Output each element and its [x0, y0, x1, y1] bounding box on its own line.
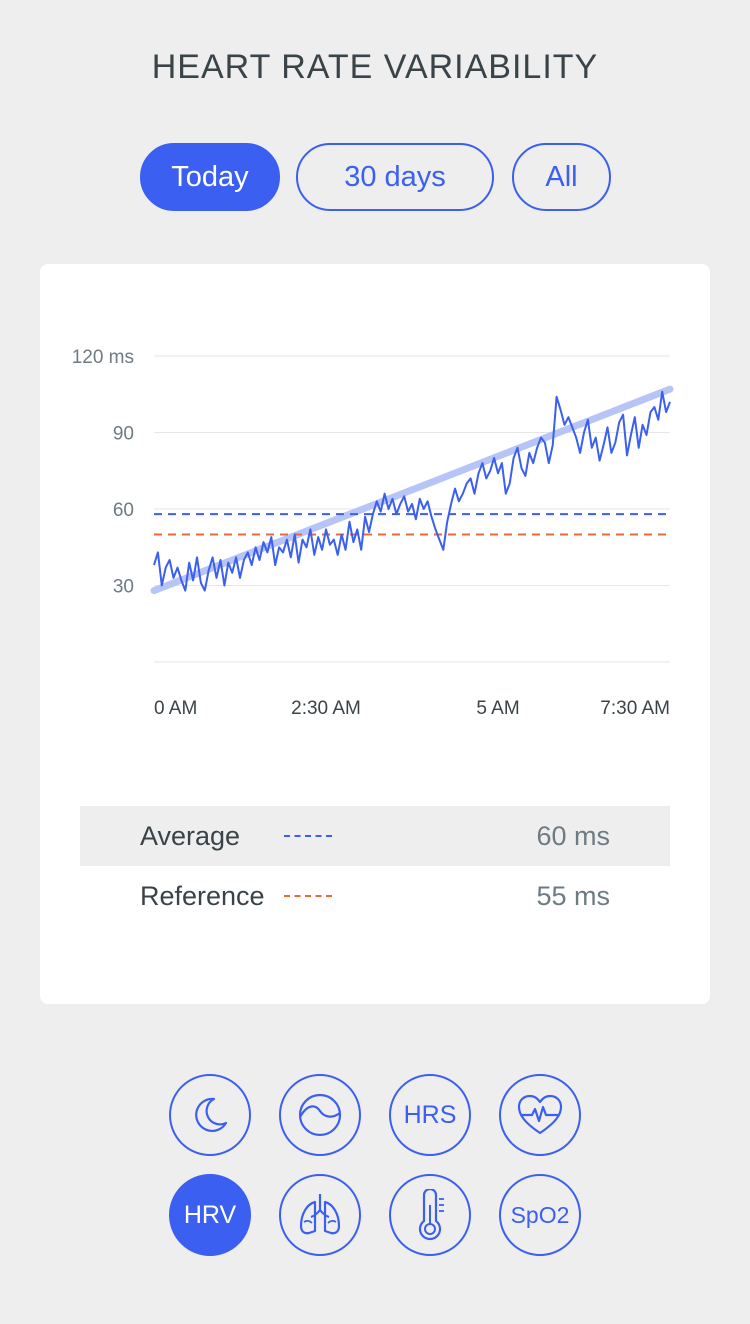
hrv-chart-card: 120 ms 90 60 30 0 AM 2:30 AM 5 AM 7:30 AM Aver…: [40, 264, 710, 1004]
legend-reference-value: 55 ms: [536, 880, 610, 911]
respiration-button[interactable]: [279, 1174, 361, 1256]
x-tick-label: 7:30 AM: [600, 698, 670, 719]
legend-reference-label: Reference: [140, 880, 265, 911]
hrv-series-line: [153, 390, 671, 592]
legend-average-value: 60 ms: [536, 820, 610, 851]
y-axis-labels: 120 ms 90 60 30: [72, 347, 134, 598]
legend-average-label: Average: [140, 820, 241, 851]
moon-icon: [195, 1097, 228, 1132]
tab-30-days[interactable]: 30 days: [296, 143, 494, 211]
heart-pulse-icon: [517, 1094, 563, 1135]
period-tabs: Today 30 days All: [0, 143, 750, 215]
hrv-button[interactable]: HRV: [169, 1174, 251, 1256]
x-axis-labels: 0 AM 2:30 AM 5 AM 7:30 AM: [154, 698, 670, 719]
x-tick-label: 0 AM: [154, 698, 197, 719]
y-tick-label: 90: [113, 424, 134, 445]
y-tick-label: 120 ms: [72, 347, 134, 368]
hrv-line-chart: 120 ms 90 60 30 0 AM 2:30 AM 5 AM 7:30 AM: [72, 347, 674, 719]
tab-all[interactable]: All: [512, 143, 611, 211]
trend-line: [150, 385, 674, 595]
x-tick-label: 5 AM: [476, 698, 519, 719]
page-title: HEART RATE VARIABILITY: [151, 48, 599, 86]
legend-reference-row: Reference 55 ms: [80, 866, 670, 926]
tab-today[interactable]: Today: [140, 143, 280, 211]
thermometer-icon: [418, 1189, 444, 1241]
legend-average-swatch: [284, 835, 332, 837]
hrs-button[interactable]: HRS: [389, 1074, 471, 1156]
chart-grid: [154, 355, 670, 663]
stress-button[interactable]: [279, 1074, 361, 1156]
sleep-button[interactable]: [169, 1074, 251, 1156]
metric-nav: HRS HRV SpO2: [0, 1072, 750, 1262]
legend-average-row: Average 60 ms: [80, 806, 670, 866]
y-tick-label: 60: [113, 500, 134, 521]
legend-reference-swatch: [284, 895, 332, 897]
spo2-button[interactable]: SpO2: [499, 1174, 581, 1256]
heart-rate-button[interactable]: [499, 1074, 581, 1156]
y-tick-label: 30: [113, 577, 134, 598]
temperature-button[interactable]: [389, 1174, 471, 1256]
wave-circle-icon: [298, 1093, 342, 1137]
x-tick-label: 2:30 AM: [291, 698, 361, 719]
lungs-icon: [299, 1194, 341, 1235]
